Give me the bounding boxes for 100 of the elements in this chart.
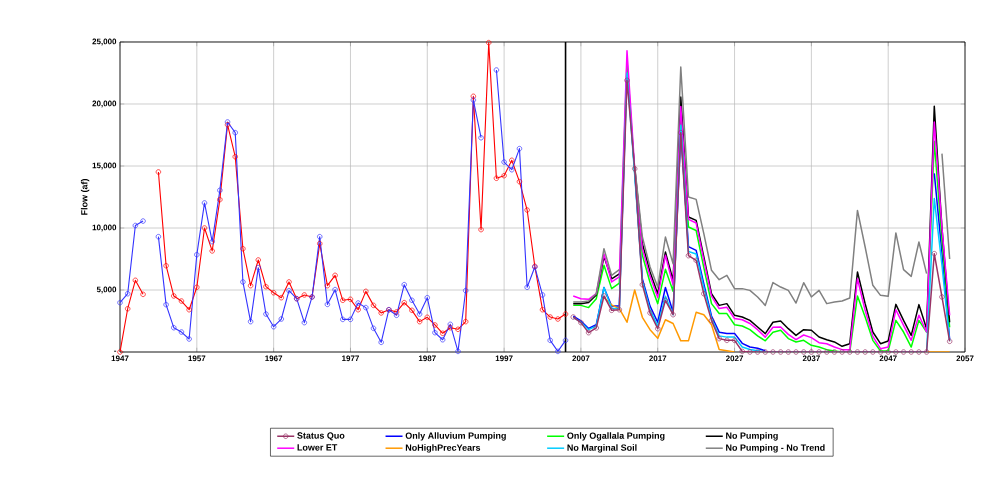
point [424, 314, 430, 320]
point [255, 265, 261, 271]
point [247, 318, 254, 325]
point [363, 304, 369, 311]
point [585, 330, 592, 336]
point [340, 297, 346, 303]
point [478, 226, 484, 233]
point [355, 300, 361, 306]
point [539, 307, 546, 313]
point [370, 325, 377, 331]
point [555, 316, 561, 322]
point [770, 349, 776, 355]
point [194, 284, 200, 290]
point [140, 218, 146, 224]
point [747, 349, 753, 355]
point [125, 291, 131, 297]
point [132, 277, 139, 283]
point [816, 349, 822, 355]
legend-label: No Pumping [726, 432, 778, 441]
point [877, 349, 884, 355]
point [301, 319, 308, 326]
point [493, 175, 500, 181]
point [724, 337, 730, 343]
point [270, 324, 277, 330]
point [624, 77, 630, 83]
point [547, 314, 553, 320]
point [132, 222, 139, 229]
point [478, 135, 484, 141]
point [439, 337, 446, 343]
point [332, 286, 338, 293]
point [793, 349, 799, 355]
point [447, 321, 453, 327]
point [340, 316, 346, 323]
legend-label: Only Alluvium Pumping [405, 432, 506, 441]
point [401, 300, 407, 306]
point [900, 349, 907, 355]
point [632, 166, 638, 172]
point [155, 169, 162, 175]
point [831, 349, 838, 355]
point [862, 349, 868, 355]
point [524, 284, 530, 290]
point [655, 326, 661, 332]
point [516, 145, 523, 152]
point [555, 348, 561, 355]
point [378, 310, 384, 316]
point [278, 295, 284, 301]
point [455, 326, 461, 332]
point [731, 337, 738, 343]
point [217, 187, 223, 193]
point [347, 316, 354, 323]
point [432, 330, 438, 336]
point [662, 297, 669, 303]
point [255, 257, 261, 263]
point [931, 251, 937, 257]
point [463, 287, 469, 294]
point [263, 311, 269, 317]
point [501, 173, 507, 179]
point [171, 293, 177, 299]
point [378, 339, 384, 345]
point [716, 335, 722, 342]
point [539, 292, 546, 298]
point [432, 322, 438, 328]
point [416, 311, 423, 317]
point [209, 238, 215, 245]
legend-label: Status Quo [297, 432, 345, 441]
point [409, 297, 415, 303]
point [516, 178, 523, 185]
point [163, 263, 169, 269]
point [424, 295, 430, 301]
point [785, 349, 791, 355]
point [416, 318, 423, 325]
legend-label: Lower ET [297, 444, 338, 451]
point [332, 272, 338, 279]
point [409, 307, 415, 313]
point [363, 288, 369, 295]
point [463, 318, 469, 325]
point [509, 157, 515, 163]
point [201, 200, 208, 206]
point [186, 336, 192, 342]
point [616, 307, 622, 313]
legend-label: Only Ogallala Pumping [567, 432, 665, 441]
point [678, 129, 684, 136]
point [178, 329, 185, 335]
point [278, 316, 284, 322]
legend-label: No Marginal Soil [567, 444, 637, 453]
point [155, 234, 162, 240]
point [455, 348, 461, 355]
point [670, 312, 676, 318]
point [808, 349, 815, 355]
point [347, 296, 354, 302]
point [286, 287, 292, 294]
point [317, 240, 323, 247]
legend-label: NoHighPrecYears [405, 444, 481, 453]
point [685, 253, 692, 259]
point [125, 306, 131, 312]
point [578, 319, 584, 326]
point [194, 252, 200, 258]
point [232, 154, 238, 160]
point [447, 325, 453, 331]
y-axis-title: Flow (af) [80, 179, 90, 215]
